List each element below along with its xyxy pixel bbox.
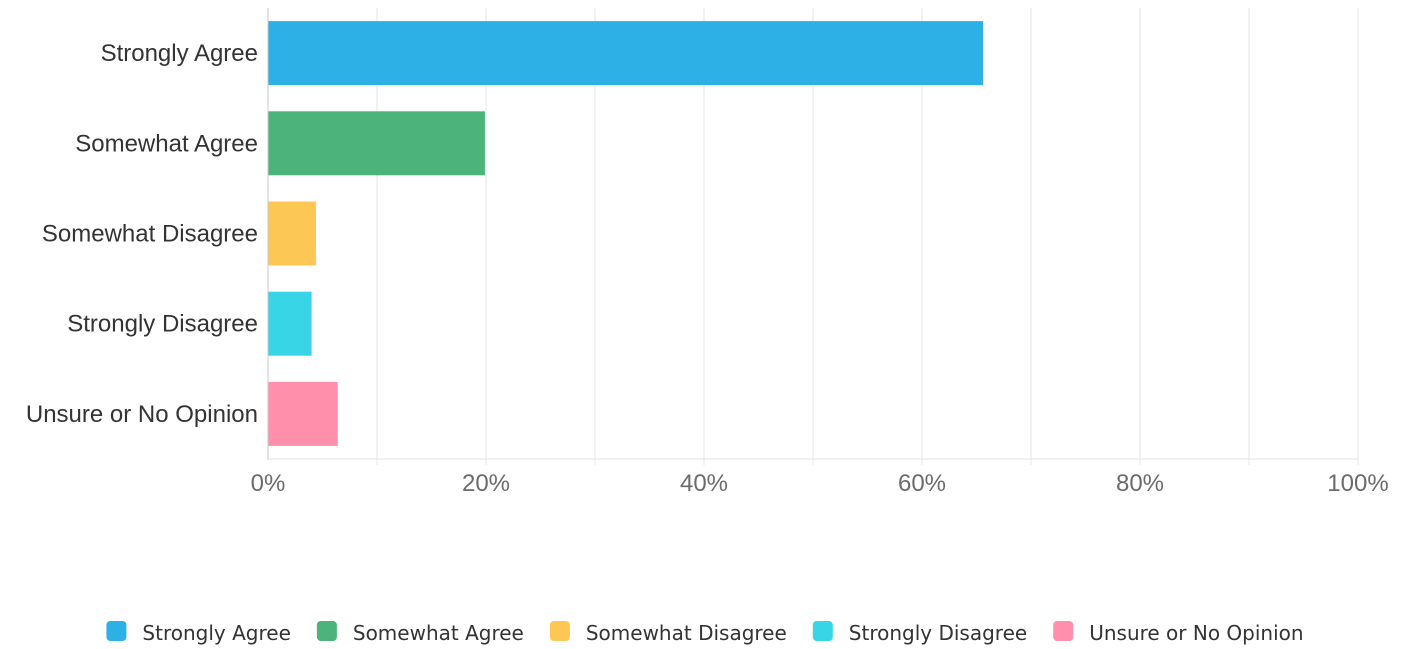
legend-label: Somewhat Disagree [586, 621, 787, 645]
legend-swatch [1053, 621, 1074, 641]
x-tick-label: 0% [251, 470, 286, 497]
legend-swatch [316, 621, 337, 641]
category-label: Somewhat Disagree [42, 221, 258, 248]
bar [268, 381, 338, 446]
bar [268, 201, 316, 266]
x-tick-label: 100% [1327, 470, 1388, 497]
category-labels: Strongly Agree Somewhat Agree Somewhat Dis… [26, 40, 258, 428]
legend-swatch [812, 621, 833, 641]
legend: Strongly Agree Somewhat Agree Somewhat Dis… [106, 621, 1304, 645]
x-tick-labels: 0% 20% 40% 60% 80% 100% [251, 470, 1389, 497]
x-tick-label: 20% [462, 470, 510, 497]
bar [268, 21, 984, 86]
legend-swatch [549, 621, 570, 641]
bar [268, 111, 485, 176]
x-tick-label: 80% [1116, 470, 1164, 497]
legend-label: Somewhat Agree [353, 621, 524, 645]
legend-label: Strongly Agree [142, 621, 290, 645]
category-label: Strongly Disagree [67, 311, 258, 338]
legend-label: Strongly Disagree [849, 621, 1027, 645]
bar [268, 291, 312, 356]
category-label: Strongly Agree [101, 40, 258, 67]
legend-swatch [106, 621, 127, 641]
bars [268, 21, 984, 446]
category-label: Unsure or No Opinion [26, 401, 258, 428]
x-tick-label: 40% [680, 470, 728, 497]
legend-label: Unsure or No Opinion [1089, 621, 1303, 645]
category-label: Somewhat Agree [75, 130, 258, 157]
x-tick-label: 60% [898, 470, 946, 497]
